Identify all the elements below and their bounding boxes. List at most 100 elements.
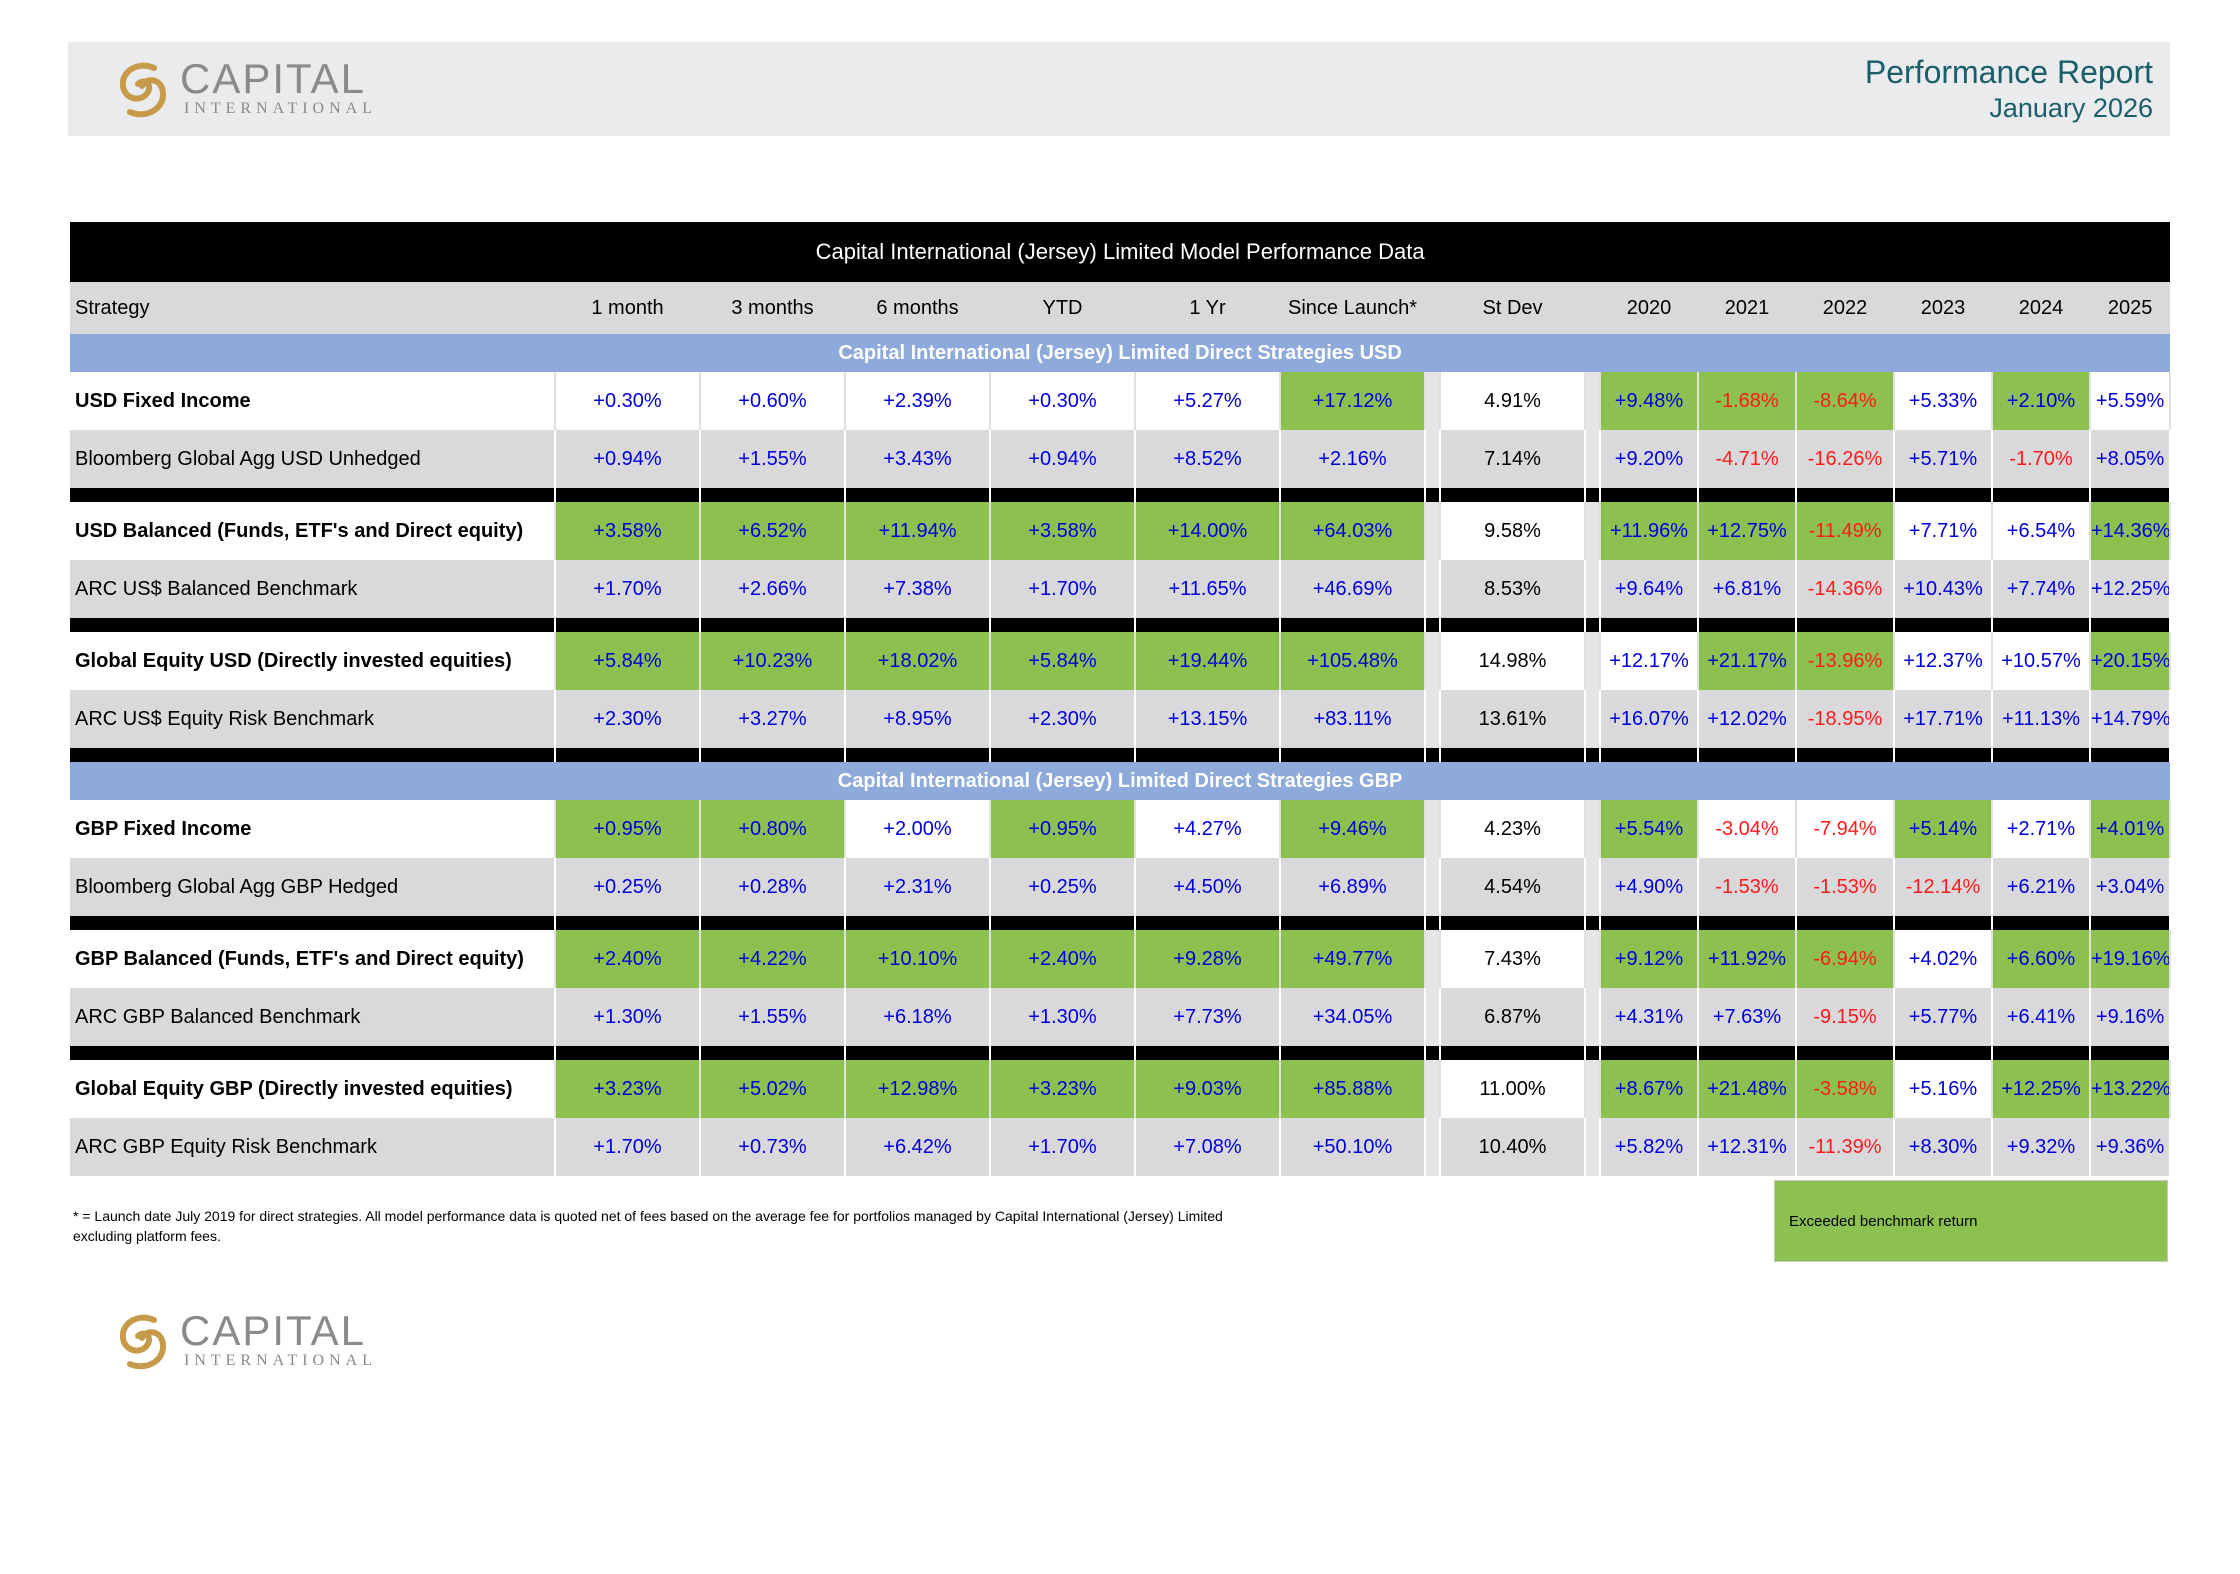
column-gap	[1585, 1118, 1601, 1176]
annual-return-cell: +8.67%	[1600, 1060, 1699, 1118]
column-header: St Dev	[1440, 282, 1585, 334]
period-return-cell: +0.94%	[990, 430, 1136, 488]
column-gap	[1425, 632, 1441, 690]
annual-return-cell: -3.58%	[1796, 1060, 1895, 1118]
section-header-row: Capital International (Jersey) Limited D…	[70, 762, 2171, 800]
annual-return-cell: +4.02%	[1894, 930, 1993, 988]
annual-return-cell: +3.04%	[2090, 858, 2172, 916]
benchmark-row: ARC US$ Equity Risk Benchmark +2.30% +3.27…	[70, 690, 2172, 748]
period-return-cell: +10.23%	[700, 632, 846, 690]
separator-cell	[1600, 488, 1699, 502]
annual-return-cell: -1.70%	[1992, 430, 2091, 488]
separator-cell	[1698, 1046, 1797, 1060]
strategy-row: USD Balanced (Funds, ETF's and Direct eq…	[70, 502, 2172, 560]
annual-return-cell: +6.41%	[1992, 988, 2091, 1046]
separator-cell	[1135, 618, 1281, 632]
separator-cell	[555, 916, 701, 930]
annual-return-cell: +8.30%	[1894, 1118, 1993, 1176]
annual-return-cell: -4.71%	[1698, 430, 1797, 488]
column-header-spacer	[1585, 282, 1600, 334]
period-return-cell: +9.46%	[1280, 800, 1426, 858]
annual-return-cell: -13.96%	[1796, 632, 1895, 690]
period-return-cell: +0.28%	[700, 858, 846, 916]
period-return-cell: +12.98%	[845, 1060, 991, 1118]
separator-cell	[1698, 488, 1797, 502]
annual-return-cell: +5.71%	[1894, 430, 1993, 488]
separator-cell	[70, 748, 556, 762]
separator-cell	[2090, 748, 2172, 762]
period-return-cell: +49.77%	[1280, 930, 1426, 988]
annual-return-cell: +2.10%	[1992, 372, 2091, 430]
benchmark-row: Bloomberg Global Agg GBP Hedged +0.25% +0.…	[70, 858, 2172, 916]
stdev-cell: 9.58%	[1440, 502, 1586, 560]
separator-cell	[2090, 618, 2172, 632]
period-return-cell: +5.02%	[700, 1060, 846, 1118]
stdev-cell: 7.14%	[1440, 430, 1586, 488]
period-return-cell: +34.05%	[1280, 988, 1426, 1046]
separator-cell	[990, 618, 1136, 632]
annual-return-cell: +12.25%	[2090, 560, 2172, 618]
annual-return-cell: +10.43%	[1894, 560, 1993, 618]
annual-return-cell: -11.49%	[1796, 502, 1895, 560]
period-return-cell: +3.27%	[700, 690, 846, 748]
benchmark-name: ARC US$ Balanced Benchmark	[70, 560, 556, 618]
period-return-cell: +64.03%	[1280, 502, 1426, 560]
separator-cell	[990, 1046, 1136, 1060]
strategy-name: GBP Fixed Income	[70, 800, 556, 858]
annual-return-cell: +9.32%	[1992, 1118, 2091, 1176]
column-gap	[1425, 800, 1441, 858]
separator-cell	[1440, 1046, 1586, 1060]
report-date: January 2026	[1989, 93, 2153, 123]
table-title-row: Capital International (Jersey) Limited M…	[70, 222, 2171, 282]
period-return-cell: +1.30%	[555, 988, 701, 1046]
annual-return-cell: +17.71%	[1894, 690, 1993, 748]
annual-return-cell: +21.17%	[1698, 632, 1797, 690]
separator-cell	[1796, 618, 1895, 632]
period-return-cell: +7.38%	[845, 560, 991, 618]
report-title: Performance Report	[1864, 54, 2153, 90]
separator-cell	[990, 488, 1136, 502]
column-gap	[1425, 690, 1441, 748]
period-return-cell: +50.10%	[1280, 1118, 1426, 1176]
stdev-cell: 14.98%	[1440, 632, 1586, 690]
swirl-logo-icon	[119, 1314, 167, 1370]
separator-cell	[845, 1046, 991, 1060]
annual-return-cell: -11.39%	[1796, 1118, 1895, 1176]
annual-return-cell: +9.20%	[1600, 430, 1699, 488]
separator-cell	[700, 488, 846, 502]
separator-cell	[70, 916, 556, 930]
period-return-cell: +0.95%	[990, 800, 1136, 858]
separator-cell	[1894, 1046, 1993, 1060]
annual-return-cell: +12.37%	[1894, 632, 1993, 690]
separator-cell	[845, 916, 991, 930]
annual-return-cell: +6.81%	[1698, 560, 1797, 618]
annual-return-cell: +11.96%	[1600, 502, 1699, 560]
separator-cell	[1796, 488, 1895, 502]
separator-cell	[555, 618, 701, 632]
column-header-row: Strategy 1 month 3 months 6 months YTD 1…	[70, 282, 2171, 334]
separator-cell	[1425, 916, 1441, 930]
annual-return-cell: +5.59%	[2090, 372, 2172, 430]
separator-cell	[1698, 618, 1797, 632]
annual-return-cell: +6.60%	[1992, 930, 2091, 988]
section-title: Capital International (Jersey) Limited D…	[70, 762, 2171, 800]
benchmark-row: ARC GBP Equity Risk Benchmark +1.70% +0.73…	[70, 1118, 2172, 1176]
strategy-name: Global Equity USD (Directly invested equ…	[70, 632, 556, 690]
column-gap	[1425, 988, 1441, 1046]
period-return-cell: +3.23%	[555, 1060, 701, 1118]
column-header: 2024	[1992, 282, 2090, 334]
column-gap	[1585, 988, 1601, 1046]
period-return-cell: +13.15%	[1135, 690, 1281, 748]
period-return-cell: +0.60%	[700, 372, 846, 430]
column-header: 1 month	[555, 282, 700, 334]
annual-return-cell: -1.68%	[1698, 372, 1797, 430]
strategy-row: GBP Fixed Income +0.95% +0.80% +2.00% +0.95%…	[70, 800, 2172, 858]
period-return-cell: +1.70%	[555, 1118, 701, 1176]
strategy-row: GBP Balanced (Funds, ETF's and Direct eq…	[70, 930, 2172, 988]
period-return-cell: +2.31%	[845, 858, 991, 916]
period-return-cell: +14.00%	[1135, 502, 1281, 560]
separator-cell	[2090, 1046, 2172, 1060]
annual-return-cell: -7.94%	[1796, 800, 1895, 858]
period-return-cell: +0.30%	[990, 372, 1136, 430]
separator-cell	[1585, 488, 1601, 502]
